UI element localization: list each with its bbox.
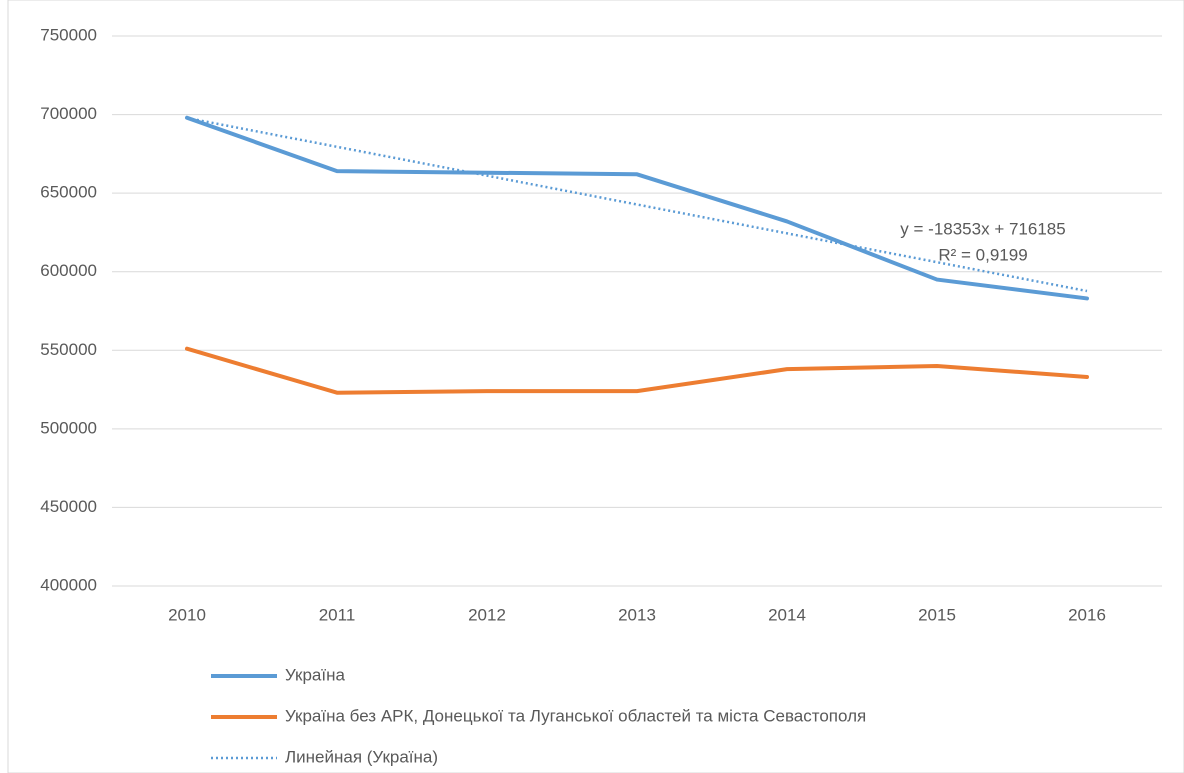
- y-tick-label: 550000: [40, 340, 97, 359]
- y-tick-label: 500000: [40, 418, 97, 437]
- x-tick-label: 2011: [319, 605, 356, 624]
- x-tick-label: 2016: [1068, 605, 1106, 624]
- y-tick-label: 400000: [40, 575, 97, 594]
- x-tick-label: 2012: [468, 605, 506, 624]
- series-line: [185, 115, 1089, 301]
- x-tick-label: 2015: [918, 605, 956, 624]
- legend-label: Україна без АРК, Донецької та Луганської…: [285, 706, 866, 725]
- x-tick-label: 2010: [168, 605, 206, 624]
- y-tick-label: 600000: [40, 261, 97, 280]
- series-line: [185, 346, 1089, 395]
- x-tick-label: 2014: [768, 605, 806, 624]
- chart-frame: [7, 0, 1184, 773]
- trendline-r-squared: R² = 0,9199: [938, 245, 1027, 264]
- legend-label: Линейная (Україна): [285, 747, 438, 766]
- legend-label: Україна: [285, 665, 345, 684]
- y-tick-label: 700000: [40, 104, 97, 123]
- y-tick-label: 750000: [40, 25, 97, 44]
- y-tick-label: 450000: [40, 497, 97, 516]
- x-tick-label: 2013: [618, 605, 656, 624]
- y-tick-label: 650000: [40, 183, 97, 202]
- trendline-equation: y = -18353x + 716185: [900, 219, 1065, 238]
